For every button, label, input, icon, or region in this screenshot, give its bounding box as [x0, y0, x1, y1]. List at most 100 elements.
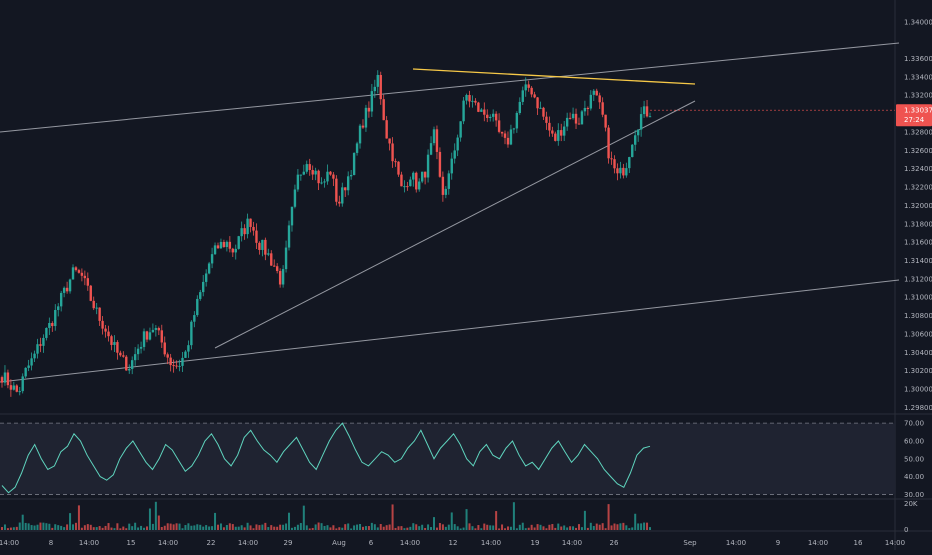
volume-bar — [30, 525, 33, 530]
candle-body — [349, 174, 353, 177]
volume-bar — [486, 524, 489, 530]
candle-body — [486, 114, 489, 119]
candle-body — [642, 106, 646, 115]
candle-body — [423, 171, 427, 178]
volume-bar — [148, 508, 151, 530]
candle-body — [524, 84, 527, 91]
volume-bar — [610, 525, 613, 530]
channel-upper-line — [0, 42, 900, 133]
candle-body — [415, 172, 418, 190]
candle-body — [178, 365, 181, 367]
volume-bar — [533, 527, 536, 530]
volume-bar — [219, 523, 222, 530]
volume-bar — [240, 525, 243, 530]
candle-body — [80, 272, 84, 276]
candle-body — [441, 176, 445, 195]
volume-bar — [634, 513, 637, 530]
volume-bar — [234, 526, 237, 530]
candle-body — [207, 263, 211, 274]
candle-body — [196, 298, 199, 316]
trendlines — [0, 42, 900, 383]
volume-bar — [504, 528, 507, 530]
volume-bar — [489, 525, 492, 530]
candle-body — [364, 107, 368, 128]
volume-bar — [353, 525, 356, 530]
volume-bar — [98, 526, 101, 530]
volume-bar — [104, 525, 107, 530]
volume-bar — [69, 513, 72, 530]
time-tick-label: 14:00 — [238, 539, 258, 547]
candle-body — [450, 158, 453, 174]
volume-bar — [474, 528, 477, 530]
volume-bar — [63, 527, 66, 530]
candle-body — [71, 267, 75, 280]
volume-bar — [545, 528, 548, 530]
candle-body — [456, 137, 459, 151]
candle-body — [157, 328, 161, 331]
candle-body — [216, 245, 220, 249]
candle-body — [284, 247, 288, 270]
volume-bar — [302, 505, 305, 530]
volume-bar — [418, 526, 421, 530]
candle-body — [370, 91, 374, 112]
volume-bar — [184, 525, 187, 530]
volume-bar — [39, 522, 42, 530]
volume-bar — [214, 512, 217, 530]
candle-body — [57, 306, 60, 310]
candle-body — [302, 171, 306, 175]
candle-body — [184, 351, 187, 358]
time-tick-label: 6 — [369, 539, 374, 547]
time-tick-label: 14:00 — [726, 539, 746, 547]
volume-bar — [21, 514, 24, 530]
volume-bar — [412, 523, 415, 530]
candle-body — [367, 107, 371, 112]
candle-body — [420, 171, 424, 182]
volume-bar — [332, 525, 335, 530]
candle-body — [444, 188, 448, 195]
candle-body — [645, 106, 649, 117]
volume-bar — [501, 524, 504, 530]
candle-body — [332, 174, 335, 179]
time-tick-label: 14:00 — [885, 539, 905, 547]
volume-bar — [24, 522, 27, 530]
volume-bar — [169, 523, 172, 530]
rsi-tick-label: 60.00 — [904, 437, 924, 445]
candle-body — [104, 328, 107, 332]
volume-bar — [622, 522, 625, 530]
volume-bar — [12, 527, 15, 530]
candle-body — [290, 206, 294, 226]
volume-bar — [72, 524, 75, 530]
volume-bar — [45, 523, 48, 530]
volume-bar — [83, 525, 86, 530]
candle-body — [418, 181, 421, 190]
volume-bar — [444, 526, 447, 530]
volume-bar — [471, 526, 474, 530]
volume-bar — [459, 528, 462, 530]
volume-bar — [113, 528, 116, 530]
volume-bar — [160, 527, 163, 530]
candle-body — [281, 269, 285, 285]
channel-lower-line — [0, 279, 900, 383]
volume-bar — [430, 527, 433, 530]
candle-body — [323, 181, 326, 183]
volume-bar — [258, 525, 261, 530]
candle-body — [474, 100, 477, 103]
candle-body — [311, 170, 314, 175]
volume-bar — [542, 526, 545, 530]
volume-bar — [421, 524, 424, 530]
volume-bar — [483, 523, 486, 530]
volume-bar — [89, 524, 92, 530]
candle-body — [589, 94, 593, 109]
volume-bar — [595, 523, 598, 530]
price-tick-label: 1.31000 — [904, 294, 932, 302]
candle-body — [74, 267, 78, 271]
candle-body — [373, 86, 377, 92]
candle-body — [468, 94, 471, 102]
candle-body — [601, 102, 604, 115]
volume-bar — [181, 528, 184, 530]
volume-bar — [382, 526, 385, 530]
candle-body — [429, 143, 433, 155]
